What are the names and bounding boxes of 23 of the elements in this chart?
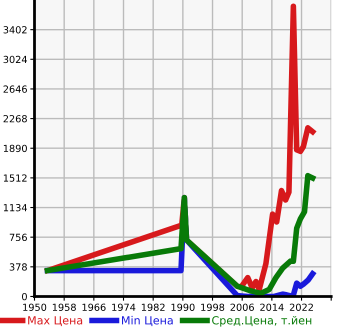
x-tick-label: 1990 xyxy=(172,304,195,311)
x-tick-label: 2022 xyxy=(290,304,313,311)
legend-label: Min Цена xyxy=(122,316,173,326)
x-tick-label: 1998 xyxy=(201,304,224,311)
x-tick-label: 1950 xyxy=(23,304,46,311)
y-tick-label: 3402 xyxy=(4,26,27,34)
legend-label: Сред.Цена, т.йен xyxy=(212,316,312,327)
x-tick-label: 2014 xyxy=(260,304,284,311)
y-tick-label: 1890 xyxy=(4,144,27,152)
x-tick-label: 1982 xyxy=(142,304,165,311)
y-tick-label: 2268 xyxy=(4,115,27,122)
y-tick-label: 756 xyxy=(10,234,27,242)
x-tick-label: 1966 xyxy=(82,304,106,311)
legend-label: Max Цена xyxy=(28,316,82,326)
x-tick-label: 1958 xyxy=(52,304,76,311)
y-tick-label: 3024 xyxy=(4,56,28,64)
y-tick-label: 1512 xyxy=(4,174,27,182)
y-tick-label: 2646 xyxy=(4,85,27,93)
y-tick-label: 378 xyxy=(10,263,27,271)
x-tick-label: 1974 xyxy=(112,304,136,311)
x-tick-label: 2006 xyxy=(230,304,254,311)
y-tick-label: 1134 xyxy=(4,204,28,212)
y-tick-label: 0 xyxy=(22,292,27,300)
